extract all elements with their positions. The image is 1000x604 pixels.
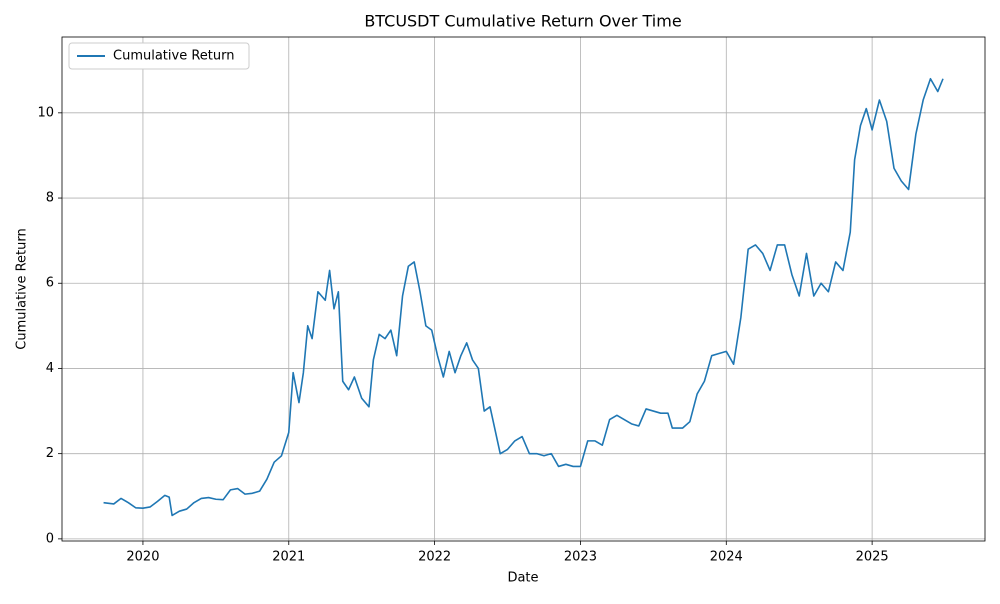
x-tick-label: 2021 [272,550,305,565]
y-axis-label: Cumulative Return [15,228,30,349]
x-tick-label: 2022 [418,550,451,565]
x-tick-label: 2025 [856,550,889,565]
y-tick-label: 4 [46,361,54,376]
y-tick-label: 10 [37,105,54,120]
x-tick-label: 2020 [126,550,159,565]
y-tick-label: 6 [46,276,54,291]
y-tick-label: 0 [46,531,54,546]
data-line [103,77,944,517]
legend: Cumulative Return [68,42,250,70]
y-tick-label: 8 [46,191,54,206]
legend-label: Cumulative Return [113,49,234,64]
legend-box [68,42,250,70]
x-axis-label: Date [507,571,538,586]
chart-title: BTCUSDT Cumulative Return Over Time [364,12,681,31]
x-tick-label: 2024 [710,550,743,565]
y-tick-label: 2 [46,446,54,461]
plot-frame [61,36,986,542]
x-tick-label: 2023 [564,550,597,565]
